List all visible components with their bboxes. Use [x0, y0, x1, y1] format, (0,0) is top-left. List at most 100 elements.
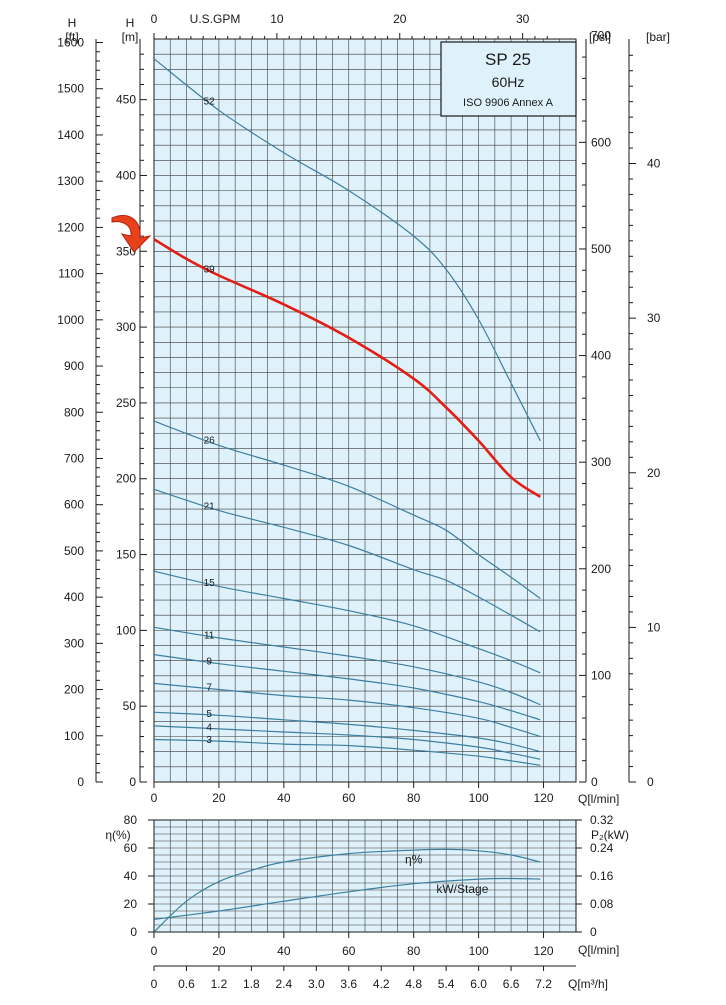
psi-axis-title: [psi] [589, 30, 611, 44]
infobox-frame [440, 41, 577, 117]
curve-label-39: 39 [204, 265, 216, 276]
kw-tick-label: 0.08 [590, 897, 614, 911]
kw-tick-label: 0 [590, 925, 597, 939]
m3h-tick-label: 4.2 [373, 977, 390, 991]
psi-tick-label: 100 [591, 668, 611, 682]
ft-tick-label: 400 [64, 590, 84, 604]
x-tick-label: 80 [407, 791, 421, 805]
ft-tick-label: 0 [77, 775, 84, 789]
m3h-tick-label: 3.0 [308, 977, 325, 991]
x-axis-title: Q[l/min] [578, 792, 619, 806]
x-tick-label: 0 [151, 791, 158, 805]
eff-x-tick-label: 60 [342, 944, 356, 958]
bar-tick-label: 0 [647, 775, 654, 789]
m3h-tick-label: 0 [151, 977, 158, 991]
bar-tick-label: 20 [647, 466, 661, 480]
psi-tick-label: 0 [591, 775, 598, 789]
ft-tick-label: 100 [64, 729, 84, 743]
x-tick-label: 100 [469, 791, 489, 805]
eff-x-axis-title: Q[l/min] [578, 943, 619, 957]
head-curve-4-stages [153, 725, 541, 760]
m3h-tick-label: 1.8 [243, 977, 260, 991]
ft-tick-label: 900 [64, 359, 84, 373]
curve-label-21: 21 [204, 501, 216, 512]
head-curve-11-stages [153, 626, 541, 706]
eta-tick-label: 80 [124, 813, 138, 827]
ft-tick-label: 600 [64, 498, 84, 512]
x-tick-label: 20 [212, 791, 226, 805]
m3h-tick-label: 2.4 [276, 977, 293, 991]
curve-label-11: 11 [204, 630, 215, 641]
ft-tick-label: 1500 [57, 82, 84, 96]
kw-tick-label: 0.32 [590, 813, 614, 827]
eta-tick-label: 40 [124, 869, 138, 883]
psi-tick-label: 700 [591, 29, 611, 43]
ft-tick-label: 1200 [57, 220, 84, 234]
kw-axis-title: P₂(kW) [591, 828, 629, 842]
head-curve-3-stages [153, 738, 541, 766]
psi-tick-label: 600 [591, 135, 611, 149]
m-tick-label: 450 [116, 93, 136, 107]
infobox: SP 25 60Hz ISO 9906 Annex A [440, 41, 577, 117]
curve-label-26: 26 [204, 436, 216, 447]
gpm-tick-label: 30 [516, 12, 530, 26]
eff-x-tick-label: 0 [151, 944, 158, 958]
power-curve [153, 877, 541, 920]
m-tick-label: 150 [116, 548, 136, 562]
ft-tick-label: 500 [64, 544, 84, 558]
eta-tick-label: 20 [124, 897, 138, 911]
x-tick-label: 40 [277, 791, 291, 805]
bar-tick-label: 30 [647, 311, 661, 325]
ft-tick-label: 1600 [57, 36, 84, 50]
head-curve-7-stages [153, 682, 541, 738]
x-tick-label: 120 [534, 791, 554, 805]
bar-axis-title: [bar] [646, 30, 670, 44]
ft-tick-label: 1300 [57, 174, 84, 188]
curve-label-15: 15 [204, 578, 216, 589]
efficiency-curve [153, 848, 541, 933]
m3h-tick-label: 0.6 [178, 977, 195, 991]
kw-tick-label: 0.16 [590, 869, 614, 883]
head-curve-21-stages [153, 488, 541, 633]
ft-tick-label: 700 [64, 451, 84, 465]
head-curve-26-stages [153, 420, 541, 599]
m-tick-label: 400 [116, 168, 136, 182]
ft-tick-label: 1000 [57, 313, 84, 327]
curve-label-5: 5 [206, 709, 212, 720]
m-tick-label: 50 [123, 699, 137, 713]
gpm-tick-label: 0 [151, 12, 158, 26]
infobox-title: SP 25 [485, 50, 531, 69]
m3h-tick-label: 1.2 [211, 977, 228, 991]
m3h-tick-label: 3.6 [340, 977, 357, 991]
efficiency-series-label: η% [405, 852, 423, 866]
m-axis-title: H [126, 16, 135, 30]
red-curved-arrow-icon [111, 215, 152, 253]
x-tick-label: 60 [342, 791, 356, 805]
bar-tick-label: 40 [647, 157, 661, 171]
psi-tick-label: 300 [591, 455, 611, 469]
ft-tick-label: 1400 [57, 128, 84, 142]
bar-tick-label: 10 [647, 620, 661, 634]
m3h-tick-label: 5.4 [438, 977, 455, 991]
m3h-tick-label: 6.0 [470, 977, 487, 991]
eff-x-tick-label: 100 [469, 944, 489, 958]
kw-tick-label: 0.24 [590, 841, 614, 855]
eff-x-tick-label: 120 [534, 944, 554, 958]
curve-label-7: 7 [206, 683, 212, 694]
m-tick-label: 200 [116, 472, 136, 486]
psi-tick-label: 500 [591, 242, 611, 256]
eta-axis-title: η(%) [105, 828, 130, 842]
infobox-frequency: 60Hz [492, 74, 525, 90]
curve-label-9: 9 [206, 656, 212, 667]
head-curve-52-stages [153, 58, 541, 442]
gpm-axis-title: U.S.GPM [190, 12, 241, 26]
m-tick-label: 300 [116, 320, 136, 334]
head-curve-5-stages [153, 711, 541, 753]
m-tick-label: 0 [129, 775, 136, 789]
curve-label-4: 4 [206, 722, 212, 733]
ft-tick-label: 1100 [58, 267, 84, 281]
psi-tick-label: 400 [591, 349, 611, 363]
eff-x-tick-label: 80 [407, 944, 421, 958]
